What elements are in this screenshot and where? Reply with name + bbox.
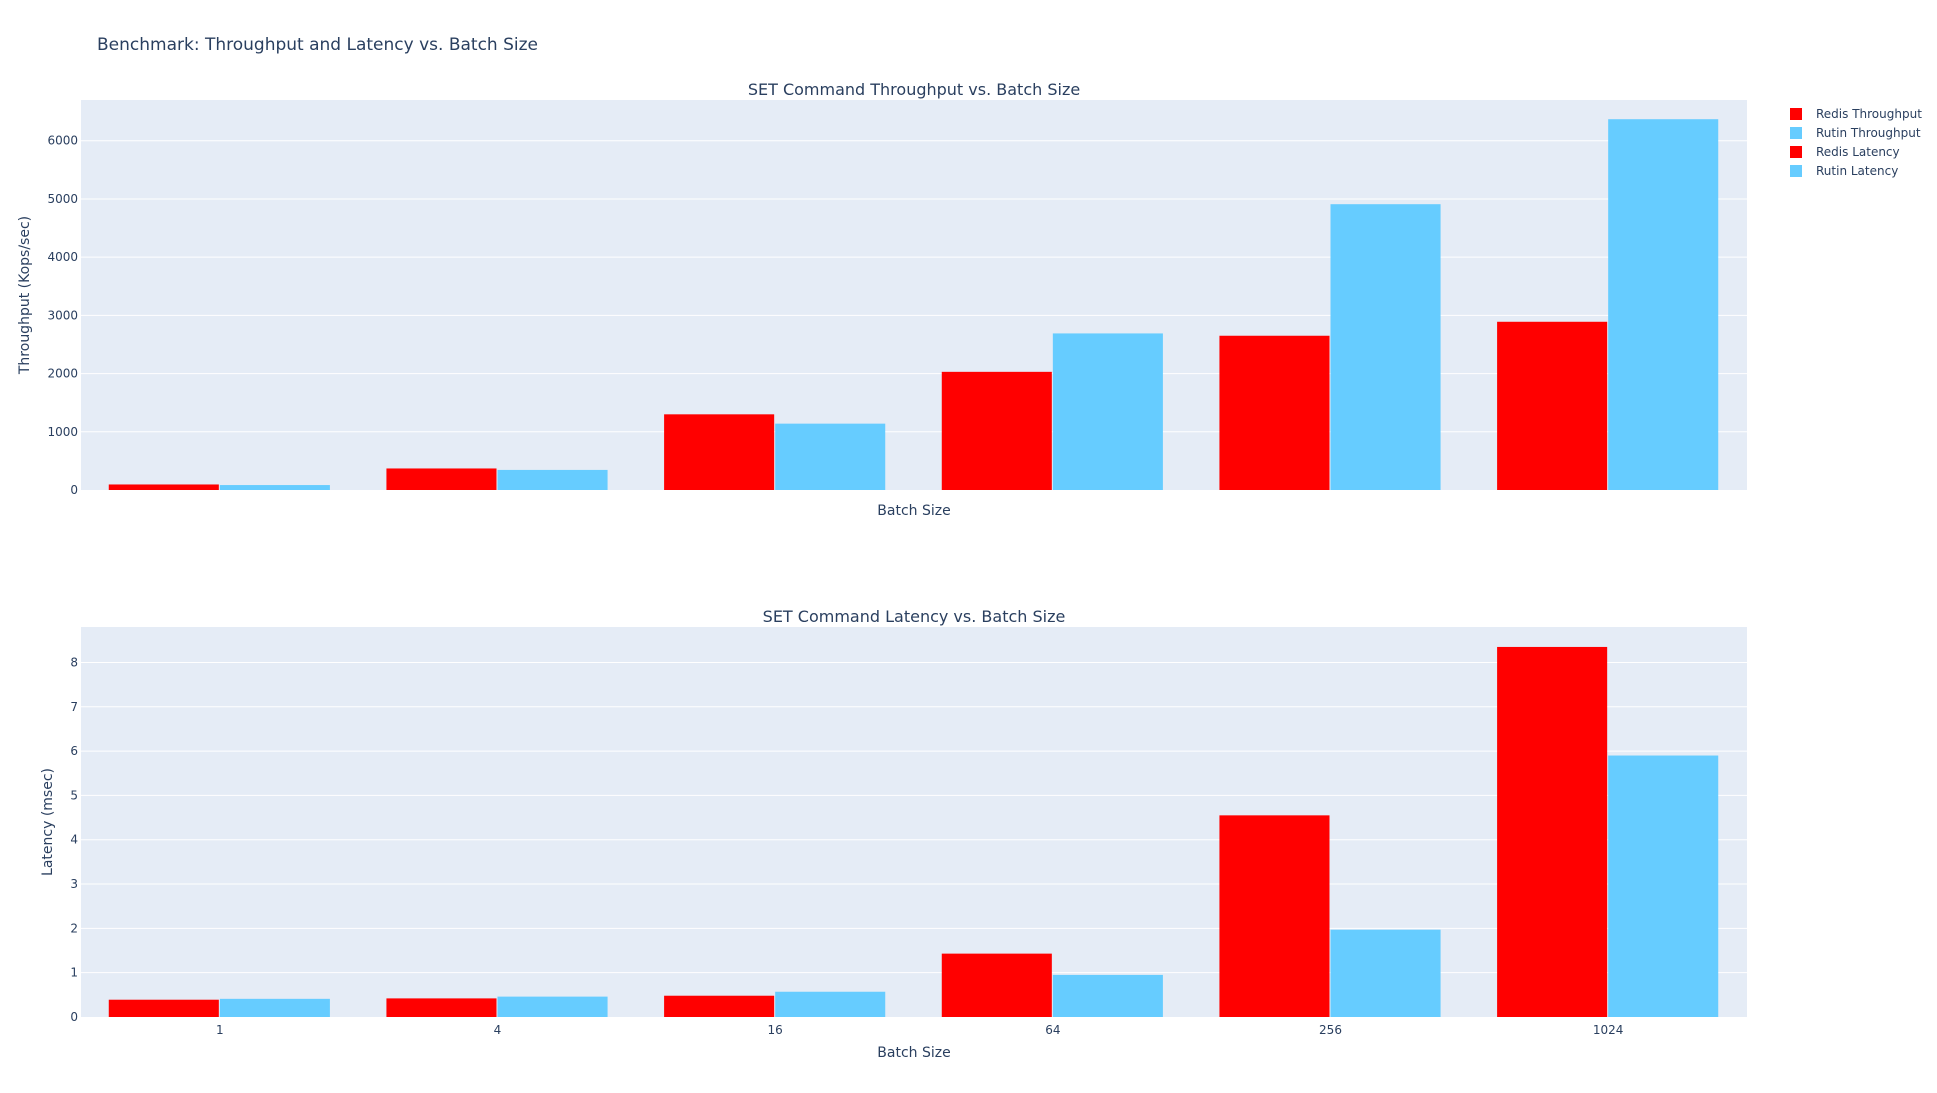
bar-rutin-throughput-1024[interactable] — [1608, 119, 1719, 490]
bar-redis-throughput-64[interactable] — [941, 371, 1052, 490]
latency-subplot: 0 1 2 3 4 5 6 7 8 1 4 16 64 256 1024 SET Command Latenc… — [40, 607, 1747, 1061]
legend-label: Rutin Throughput — [1816, 126, 1921, 140]
bar-redis-throughput-4[interactable] — [386, 468, 497, 490]
y-tick-label: 7 — [70, 700, 78, 714]
y-tick-label: 4000 — [47, 250, 78, 264]
x-axis-title: Batch Size — [877, 1045, 950, 1061]
y-tick-label: 2 — [70, 921, 78, 935]
bar-redis-throughput-16[interactable] — [664, 414, 775, 490]
legend-label: Redis Throughput — [1816, 107, 1922, 121]
plot-background — [81, 627, 1747, 1017]
throughput-axis-title: Throughput (Kops/sec) — [17, 216, 33, 375]
y-tick-label: 8 — [70, 655, 78, 669]
y-tick-label: 0 — [70, 483, 78, 497]
bar-redis-latency-4[interactable] — [386, 998, 497, 1017]
bar-rutin-latency-64[interactable] — [1052, 974, 1163, 1017]
bar-rutin-latency-1024[interactable] — [1608, 755, 1719, 1017]
y-tick-label: 3000 — [47, 308, 78, 322]
bar-rutin-latency-16[interactable] — [775, 991, 886, 1017]
x-tick-label: 1 — [216, 1023, 224, 1037]
y-tick-label: 5 — [70, 788, 78, 802]
subplot-title: SET Command Latency vs. Batch Size — [763, 607, 1066, 626]
bar-redis-latency-256[interactable] — [1219, 815, 1330, 1017]
y-tick-label: 2000 — [47, 367, 78, 381]
y-tick-label: 0 — [70, 1010, 78, 1024]
legend-swatch — [1790, 165, 1802, 177]
bar-rutin-latency-256[interactable] — [1330, 929, 1441, 1017]
x-tick-label: 1024 — [1593, 1023, 1624, 1037]
latency-axis-title: Latency (msec) — [40, 768, 56, 876]
legend-item[interactable]: Rutin Latency — [1790, 164, 1898, 178]
bar-redis-throughput-1024[interactable] — [1497, 321, 1608, 490]
bar-rutin-latency-1[interactable] — [219, 998, 330, 1017]
bar-rutin-throughput-256[interactable] — [1330, 204, 1441, 490]
y-tick-label: 4 — [70, 833, 78, 847]
y-tick-label: 1000 — [47, 425, 78, 439]
x-tick-label: 16 — [768, 1023, 783, 1037]
legend-item[interactable]: Redis Latency — [1790, 145, 1900, 159]
bar-rutin-latency-4[interactable] — [497, 996, 608, 1017]
plot-background — [81, 100, 1747, 490]
bar-redis-throughput-256[interactable] — [1219, 335, 1330, 490]
bar-redis-throughput-1[interactable] — [108, 484, 219, 490]
bar-rutin-throughput-64[interactable] — [1052, 333, 1163, 490]
bar-rutin-throughput-16[interactable] — [775, 423, 886, 490]
x-tick-label: 64 — [1045, 1023, 1060, 1037]
legend-item[interactable]: Rutin Throughput — [1790, 126, 1921, 140]
x-axis-title: Batch Size — [877, 503, 950, 519]
legend[interactable]: Redis Throughput Rutin Throughput Redis La… — [1790, 107, 1922, 178]
bar-redis-latency-1[interactable] — [108, 999, 219, 1017]
bar-redis-latency-64[interactable] — [941, 953, 1052, 1017]
y-tick-label: 3 — [70, 877, 78, 891]
x-tick-label: 256 — [1319, 1023, 1342, 1037]
subplot-title: SET Command Throughput vs. Batch Size — [748, 80, 1080, 99]
legend-swatch — [1790, 127, 1802, 139]
bar-redis-latency-1024[interactable] — [1497, 646, 1608, 1017]
throughput-subplot: 0 1000 2000 3000 4000 5000 6000 SET Command Thr… — [17, 80, 1747, 519]
bar-rutin-throughput-1[interactable] — [219, 485, 330, 490]
legend-label: Rutin Latency — [1816, 164, 1898, 178]
y-tick-label: 1 — [70, 966, 78, 980]
figure-title: Benchmark: Throughput and Latency vs. Ba… — [97, 35, 538, 55]
legend-swatch — [1790, 108, 1802, 120]
y-tick-label: 6000 — [47, 134, 78, 148]
x-tick-label: 4 — [494, 1023, 502, 1037]
bar-redis-latency-16[interactable] — [664, 995, 775, 1017]
bar-rutin-throughput-4[interactable] — [497, 469, 608, 490]
legend-swatch — [1790, 146, 1802, 158]
y-tick-label: 5000 — [47, 192, 78, 206]
y-tick-label: 6 — [70, 744, 78, 758]
legend-label: Redis Latency — [1816, 145, 1900, 159]
legend-item[interactable]: Redis Throughput — [1790, 107, 1922, 121]
